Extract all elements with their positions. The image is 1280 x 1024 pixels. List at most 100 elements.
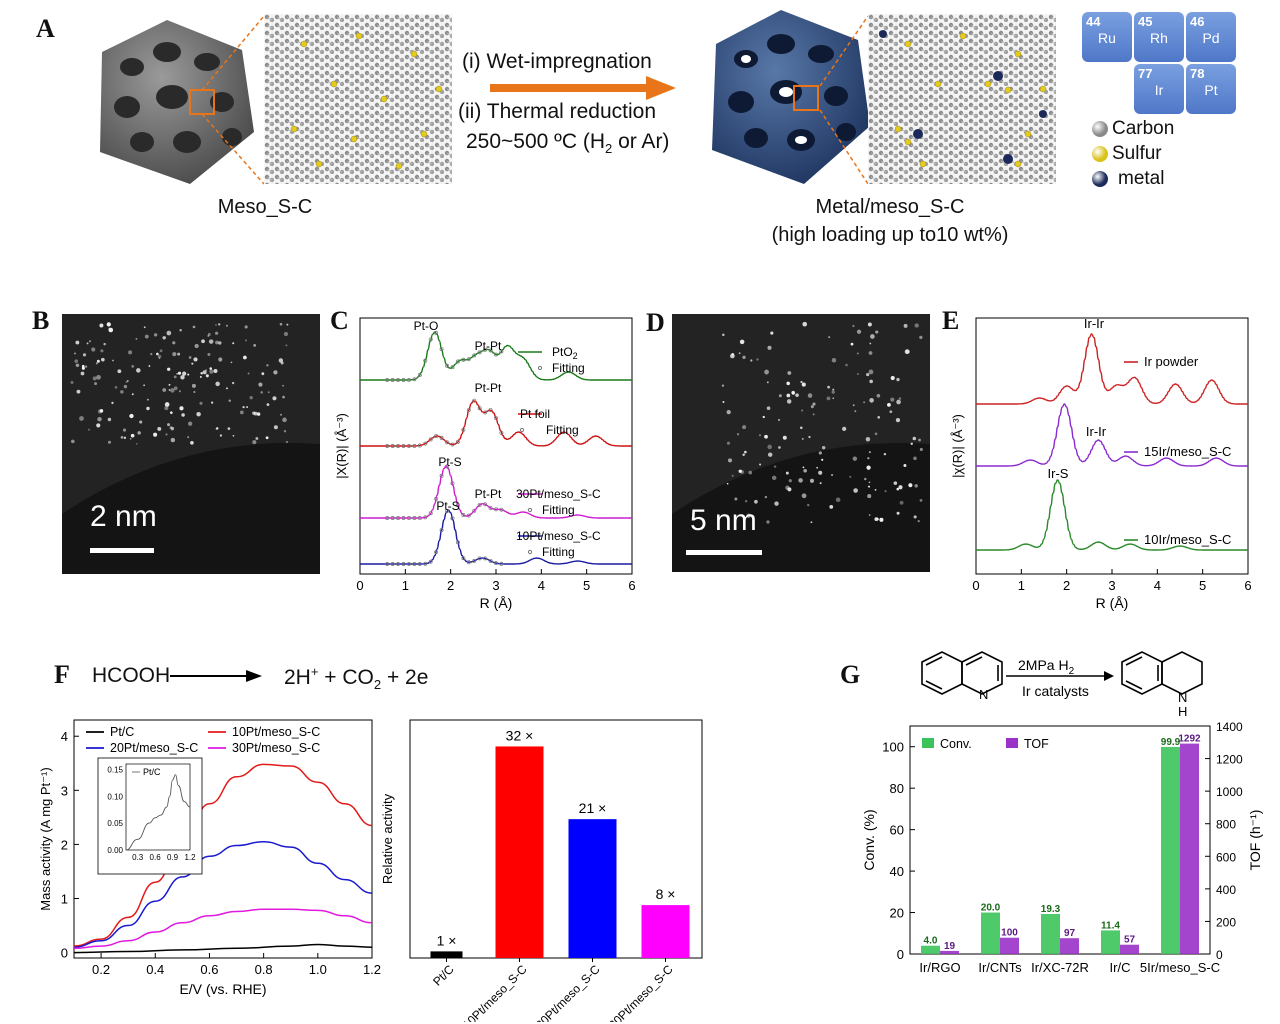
legend-dot-carbon	[1092, 121, 1108, 137]
y-tick-label-left: 20	[890, 906, 904, 921]
zoom-lines-left	[201, 15, 265, 185]
tem-atom	[123, 384, 128, 389]
legend-label-metal: metal	[1118, 168, 1165, 189]
tem-atom	[727, 458, 733, 463]
tem-atom	[187, 373, 190, 376]
scale-bar-d	[686, 550, 762, 555]
tem-atom	[75, 340, 80, 345]
legend-fit-marker	[527, 549, 533, 555]
fit-point	[455, 439, 460, 444]
peak-label: Ir-Ir	[1086, 424, 1107, 439]
tem-atom	[821, 458, 824, 461]
tem-atom	[913, 515, 917, 519]
tem-atom	[867, 322, 872, 327]
tem-atom	[99, 409, 104, 413]
fit-point	[494, 507, 498, 512]
tem-atom	[866, 465, 871, 470]
fit-point	[401, 378, 406, 382]
x-tick-label: Ir/RGO	[919, 960, 960, 975]
tem-atom	[200, 372, 203, 375]
fit-point	[483, 410, 488, 415]
tem-atom	[135, 443, 138, 445]
tem-atom	[832, 397, 835, 400]
tem-atom	[903, 323, 908, 328]
x-tick-label: Pt/C	[430, 962, 457, 989]
tem-atom	[272, 396, 277, 401]
tem-atom	[228, 399, 231, 402]
tem-atom	[244, 339, 247, 342]
legend-fit-label: Fitting	[546, 423, 579, 437]
x-tick-label: Ir/XC-72R	[1031, 960, 1089, 975]
tem-atom	[852, 404, 855, 407]
fit-point	[477, 556, 482, 561]
y-tick-label-left: 80	[890, 781, 904, 796]
tem-atom	[810, 521, 813, 524]
inset-y-tick-label: 0.00	[107, 846, 123, 855]
tem-atom	[850, 342, 854, 346]
peak-label: Pt-O	[414, 319, 439, 333]
tem-atom	[170, 426, 175, 431]
tem-atom	[135, 337, 138, 340]
fit-point	[483, 347, 488, 352]
legend-fit-marker	[527, 507, 533, 513]
tem-atom	[231, 381, 235, 385]
tem-atom	[150, 352, 153, 356]
tem-atom	[731, 474, 734, 477]
inset-x-tick-label: 0.3	[132, 853, 144, 862]
tem-atom	[913, 456, 917, 461]
fit-point	[450, 365, 455, 370]
tem-atom	[129, 413, 134, 419]
fit-point	[385, 516, 390, 520]
legend-fit-label: Fitting	[542, 545, 575, 559]
tem-atom	[767, 345, 772, 350]
tem-atom	[137, 431, 141, 435]
tem-atom	[816, 466, 819, 469]
quinoline-n: N	[979, 687, 988, 702]
tem-atom	[818, 451, 822, 455]
tem-atom	[194, 343, 199, 349]
fit-point	[407, 444, 411, 448]
tem-atom	[831, 474, 833, 476]
tem-atom	[218, 323, 221, 326]
tem-atom	[786, 399, 792, 404]
tem-atom	[918, 438, 921, 442]
fit-point	[428, 337, 433, 342]
tem-atom	[808, 435, 811, 439]
legend-label: 10Pt/meso_S-C	[516, 529, 601, 543]
tem-atom	[910, 442, 913, 445]
x-tick-label: 0	[356, 578, 363, 593]
inset-x-tick-label: 1.2	[184, 853, 196, 862]
x-tick-label: 3	[1108, 578, 1115, 593]
series-line	[73, 943, 373, 954]
legend-label: PtO2	[552, 345, 578, 361]
panel-label-f: F	[54, 660, 70, 689]
x-tick-label: 4	[1154, 578, 1161, 593]
tem-atom	[828, 336, 831, 339]
x-tick-label: Ir/C	[1110, 960, 1131, 975]
y-tick-label: 1	[61, 892, 68, 907]
tem-atom	[746, 513, 751, 519]
tem-atom	[182, 371, 187, 376]
x-tick-label: 0.2	[92, 962, 110, 977]
condition-pressure: 2MPa H2	[1018, 657, 1075, 677]
fit-point	[412, 377, 417, 382]
tem-atom	[919, 335, 923, 340]
tem-atom	[193, 391, 196, 394]
fit-point	[461, 513, 466, 517]
bar	[568, 819, 617, 958]
legend-dot-metal	[1092, 171, 1108, 187]
fit-point	[423, 515, 428, 520]
x-tick-label: 1.2	[363, 962, 381, 977]
fit-point	[390, 516, 395, 520]
y-tick-label-right: 1400	[1216, 720, 1243, 734]
tem-atom	[849, 475, 852, 478]
tem-atom	[253, 344, 257, 347]
y-axis-label: Mass activity (A mg Pt⁻¹)	[38, 767, 53, 910]
conv-bar	[1161, 746, 1180, 954]
tem-atom	[742, 355, 746, 359]
tem-atom	[875, 330, 879, 334]
tem-atom	[91, 347, 96, 352]
tem-atom	[218, 341, 222, 345]
fit-point	[423, 441, 428, 446]
tem-dark-region	[62, 442, 320, 574]
